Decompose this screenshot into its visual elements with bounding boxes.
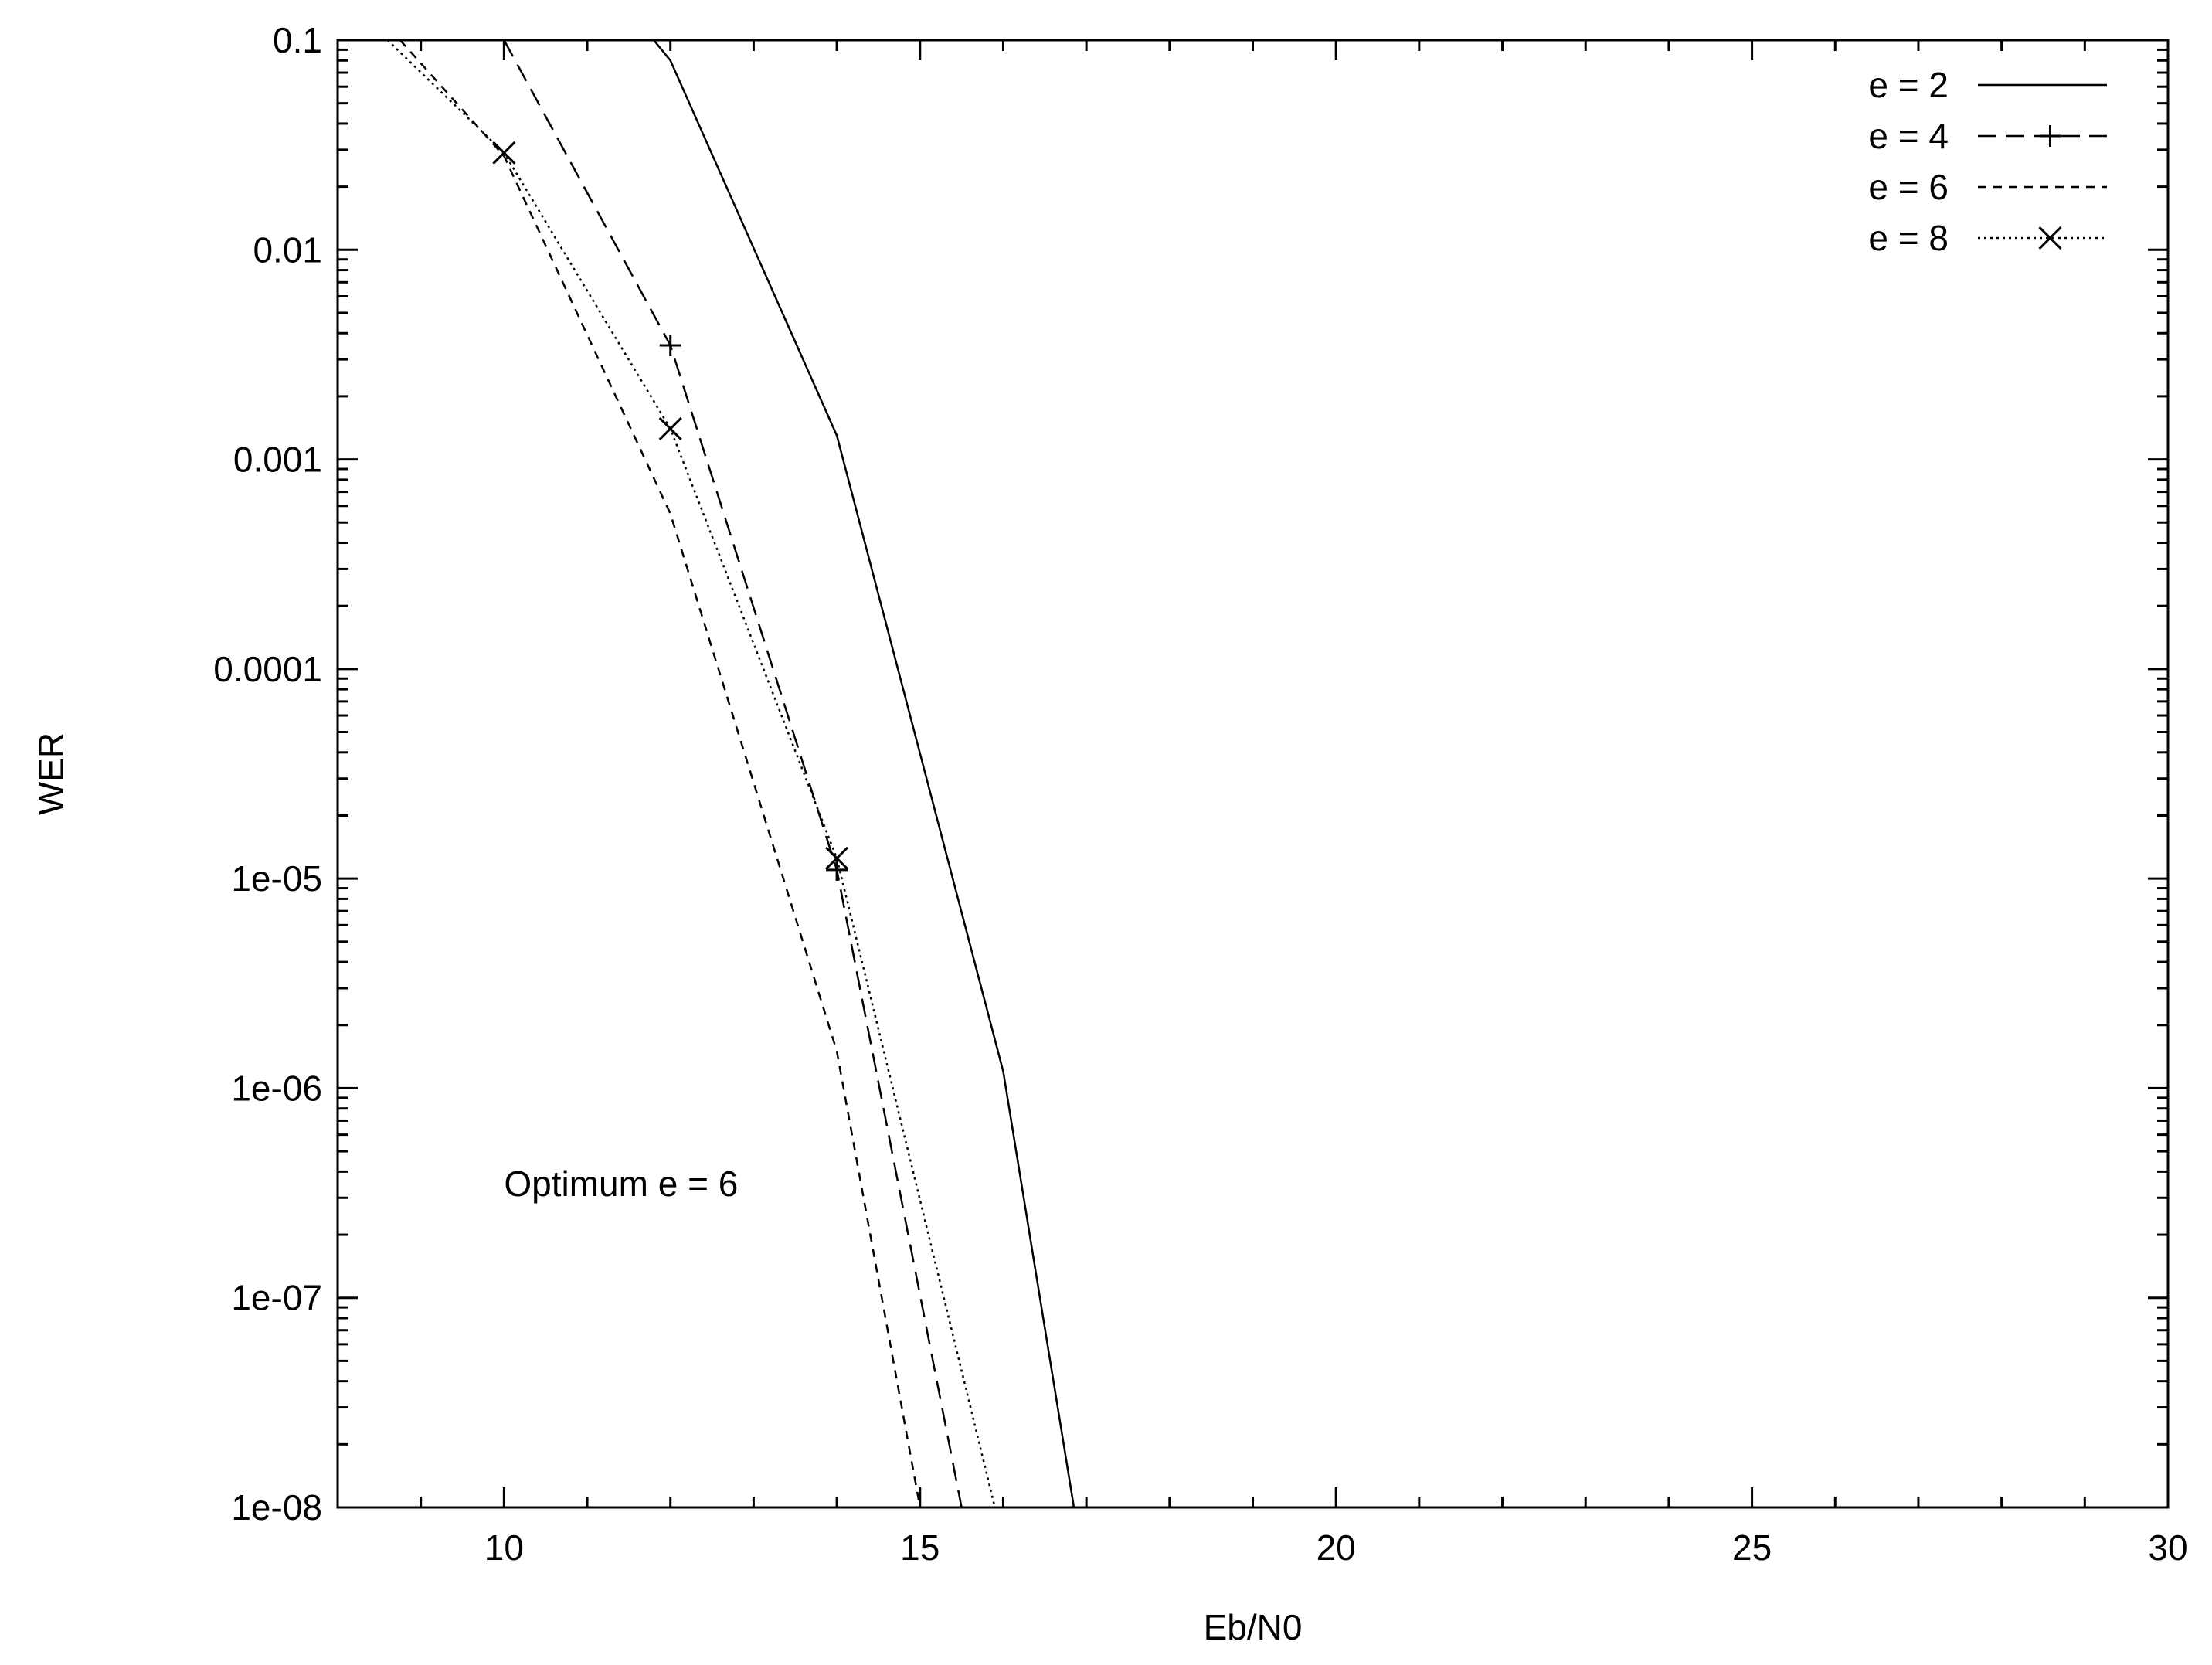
y-tick-label: 1e-06 xyxy=(231,1068,322,1108)
series-line-4 xyxy=(386,39,996,1508)
series-point-4 xyxy=(492,141,516,165)
legend-marker xyxy=(2038,226,2062,250)
legend: e = 2 e = 4 e = 6 e = 8 xyxy=(1868,65,2107,258)
legend-label: e = 6 xyxy=(1868,167,1949,207)
y-tick-label: 0.001 xyxy=(233,440,322,480)
series-point-2 xyxy=(659,334,681,356)
series-point-4 xyxy=(658,416,682,440)
x-tick-label: 25 xyxy=(1732,1527,1772,1568)
series-point-2 xyxy=(826,858,848,881)
y-tick-label: 1e-08 xyxy=(231,1487,322,1527)
x-tick-label: 15 xyxy=(900,1527,940,1568)
y-tick-label: 0.0001 xyxy=(213,649,322,689)
legend-label: e = 2 xyxy=(1868,65,1949,105)
y-tick-label: 0.1 xyxy=(273,20,322,60)
series-line-1 xyxy=(653,39,1075,1508)
series-layer xyxy=(386,39,1075,1508)
x-axis-label: Eb/N0 xyxy=(1204,1607,1303,1647)
legend-label: e = 4 xyxy=(1868,116,1949,156)
annotation-optimum: Optimum e = 6 xyxy=(504,1164,738,1204)
legend-marker xyxy=(2039,125,2061,147)
tick-labels-layer: 10 15 20 25 30 0.1 0.01 0.001 0.0001 1e-05 1e-06 1e… xyxy=(213,20,2187,1568)
y-tick-label: 0.01 xyxy=(253,229,322,270)
series-line-3 xyxy=(399,39,922,1508)
y-axis-label: WER xyxy=(31,732,71,815)
series-point-4 xyxy=(825,846,849,870)
x-tick-label: 10 xyxy=(484,1527,524,1568)
x-tick-label: 20 xyxy=(1317,1527,1356,1568)
plot-frame xyxy=(336,39,2170,1509)
ticks-layer xyxy=(336,39,2170,1509)
x-tick-label: 30 xyxy=(2148,1527,2187,1568)
y-tick-label: 1e-05 xyxy=(231,858,322,899)
legend-label: e = 8 xyxy=(1868,218,1949,258)
series-line-2 xyxy=(503,39,963,1508)
y-tick-label: 1e-07 xyxy=(231,1278,322,1318)
